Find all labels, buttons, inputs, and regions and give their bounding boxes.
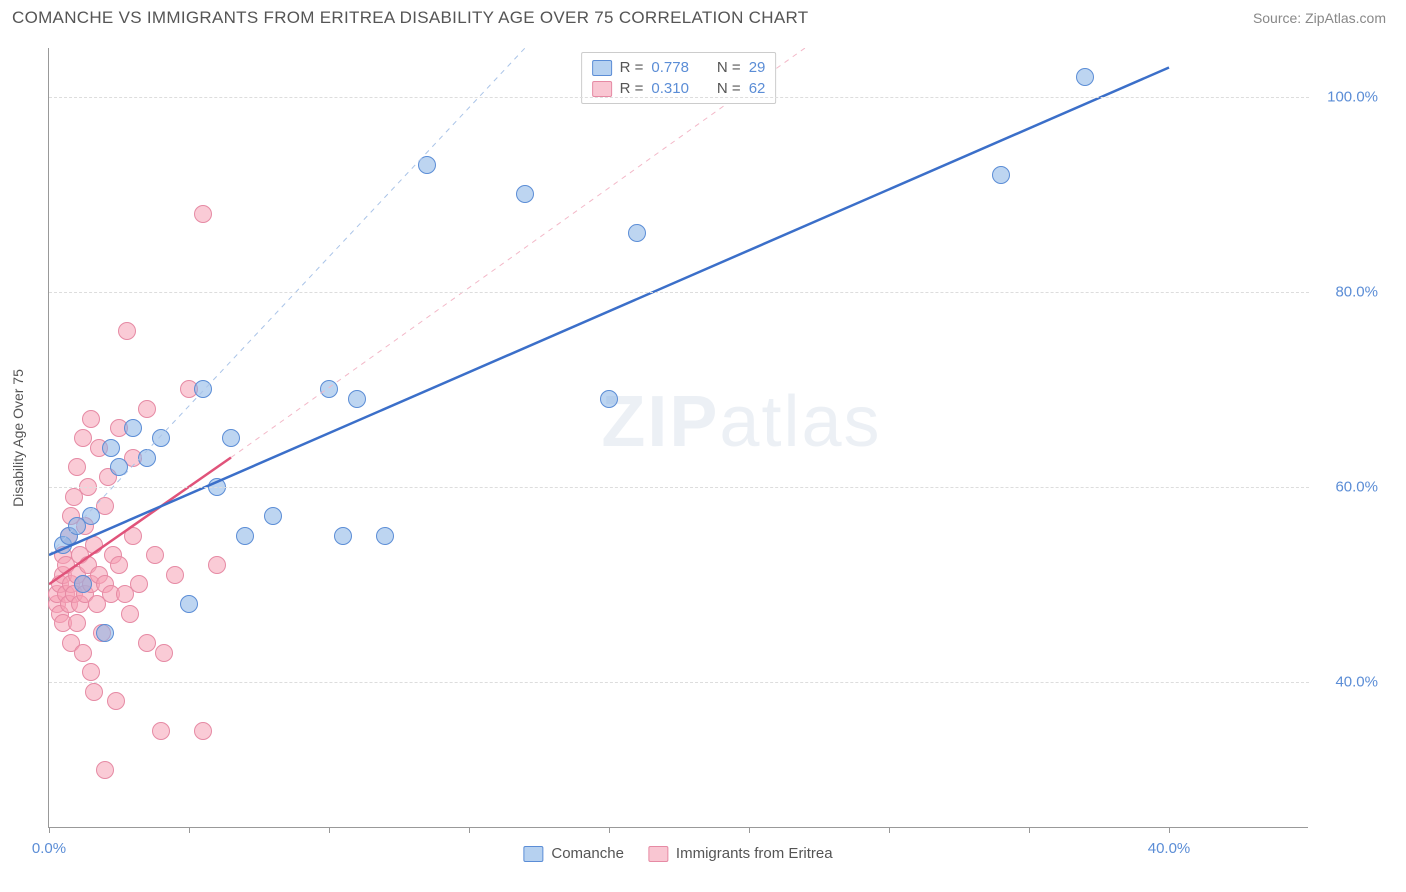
data-point <box>628 224 646 242</box>
data-point <box>96 761 114 779</box>
x-tick <box>469 827 470 833</box>
data-point <box>121 605 139 623</box>
x-tick <box>189 827 190 833</box>
data-point <box>348 390 366 408</box>
legend-item-series1: Comanche <box>523 845 624 862</box>
data-point <box>992 166 1010 184</box>
data-point <box>194 722 212 740</box>
y-tick-label: 100.0% <box>1327 88 1378 105</box>
gridline-h <box>49 487 1309 488</box>
data-point <box>110 458 128 476</box>
watermark: ZIPatlas <box>601 381 881 463</box>
data-point <box>74 575 92 593</box>
n-label: N = <box>717 80 741 97</box>
legend-series: Comanche Immigrants from Eritrea <box>523 845 832 862</box>
data-point <box>194 205 212 223</box>
data-point <box>118 322 136 340</box>
data-point <box>155 644 173 662</box>
data-point <box>130 575 148 593</box>
x-tick <box>1169 827 1170 833</box>
x-tick <box>889 827 890 833</box>
data-point <box>74 644 92 662</box>
gridline-h <box>49 682 1309 683</box>
data-point <box>516 185 534 203</box>
data-point <box>138 634 156 652</box>
data-point <box>102 439 120 457</box>
swatch-series1 <box>592 60 612 76</box>
data-point <box>138 400 156 418</box>
legend-label-series2: Immigrants from Eritrea <box>676 845 833 862</box>
data-point <box>208 556 226 574</box>
y-tick-label: 60.0% <box>1335 478 1378 495</box>
data-point <box>146 546 164 564</box>
gridline-h <box>49 292 1309 293</box>
data-point <box>82 507 100 525</box>
gridline-h <box>49 97 1309 98</box>
data-point <box>68 458 86 476</box>
x-tick <box>609 827 610 833</box>
data-point <box>194 380 212 398</box>
n-label: N = <box>717 59 741 76</box>
r-label: R = <box>620 80 644 97</box>
legend-item-series2: Immigrants from Eritrea <box>648 845 833 862</box>
x-tick <box>49 827 50 833</box>
x-tick <box>749 827 750 833</box>
legend-label-series1: Comanche <box>551 845 624 862</box>
legend-row-series1: R = 0.778 N = 29 <box>592 57 766 78</box>
chart-container: Disability Age Over 75 ZIPatlas R = 0.77… <box>48 48 1308 828</box>
data-point <box>107 692 125 710</box>
data-point <box>418 156 436 174</box>
data-point <box>236 527 254 545</box>
x-tick-label: 40.0% <box>1148 840 1191 857</box>
chart-title: COMANCHE VS IMMIGRANTS FROM ERITREA DISA… <box>12 8 808 28</box>
x-tick <box>1029 827 1030 833</box>
data-point <box>124 419 142 437</box>
data-point <box>85 683 103 701</box>
data-point <box>124 527 142 545</box>
n-value-series1: 29 <box>749 59 766 76</box>
data-point <box>180 595 198 613</box>
r-value-series1: 0.778 <box>651 59 689 76</box>
data-point <box>152 429 170 447</box>
data-point <box>152 722 170 740</box>
data-point <box>138 449 156 467</box>
data-point <box>68 614 86 632</box>
r-value-series2: 0.310 <box>651 80 689 97</box>
data-point <box>166 566 184 584</box>
data-point <box>110 556 128 574</box>
chart-header: COMANCHE VS IMMIGRANTS FROM ERITREA DISA… <box>0 0 1406 32</box>
data-point <box>1076 68 1094 86</box>
data-point <box>222 429 240 447</box>
watermark-atlas: atlas <box>719 382 881 462</box>
data-point <box>82 663 100 681</box>
x-tick-label: 0.0% <box>32 840 66 857</box>
y-tick-label: 40.0% <box>1335 673 1378 690</box>
swatch-series2 <box>592 81 612 97</box>
data-point <box>334 527 352 545</box>
plot-area: ZIPatlas R = 0.778 N = 29 R = 0.310 N = … <box>48 48 1308 828</box>
r-label: R = <box>620 59 644 76</box>
watermark-zip: ZIP <box>601 382 719 462</box>
data-point <box>74 429 92 447</box>
swatch-series1 <box>523 846 543 862</box>
swatch-series2 <box>648 846 668 862</box>
data-point <box>376 527 394 545</box>
data-point <box>85 536 103 554</box>
source-label: Source: ZipAtlas.com <box>1253 10 1386 26</box>
data-point <box>82 410 100 428</box>
y-axis-label: Disability Age Over 75 <box>10 369 26 507</box>
n-value-series2: 62 <box>749 80 766 97</box>
data-point <box>96 624 114 642</box>
x-tick <box>329 827 330 833</box>
data-point <box>600 390 618 408</box>
data-point <box>264 507 282 525</box>
y-tick-label: 80.0% <box>1335 283 1378 300</box>
data-point <box>320 380 338 398</box>
